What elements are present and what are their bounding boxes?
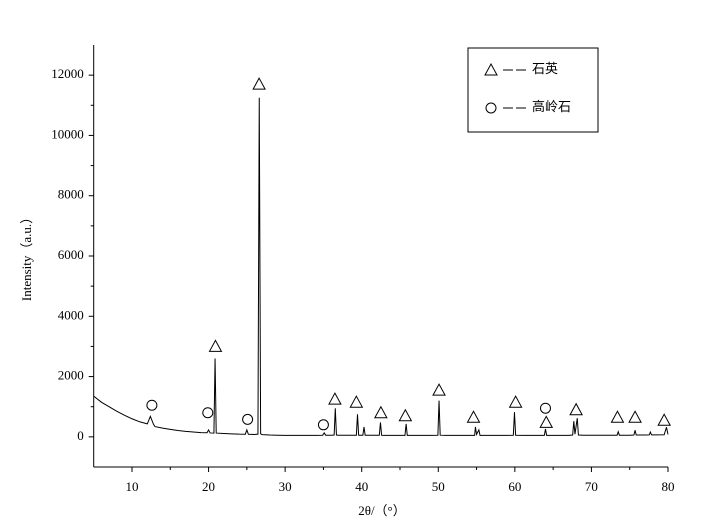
y-tick-label: 2000 [58,368,84,383]
legend-label: 高岭石 [532,99,571,114]
y-tick-label: 12000 [51,66,84,81]
phase-marker [317,419,329,431]
data-line [93,97,669,437]
phase-marker [252,77,266,90]
phase-marker [466,410,481,423]
x-tick-label: 20 [202,479,215,494]
x-tick-label: 40 [355,479,368,494]
phase-marker [146,399,158,411]
phase-marker [208,339,223,352]
phase-marker [374,405,388,419]
phase-marker [202,407,214,419]
y-tick-label: 6000 [58,247,84,262]
y-axis-label: Intensity（a.u.） [19,211,34,301]
phase-marker [349,395,364,408]
x-tick-label: 70 [585,479,598,494]
y-tick-label: 8000 [58,187,84,202]
y-tick-label: 4000 [58,307,84,322]
phase-marker [539,402,551,414]
y-tick-label: 0 [77,428,84,443]
phase-marker [508,395,523,408]
x-tick-label: 80 [662,479,675,494]
legend-box [467,47,599,133]
legend-symbol [485,102,497,114]
x-tick-label: 60 [508,479,521,494]
legend-symbol [484,62,498,76]
x-tick-label: 30 [279,479,292,494]
x-axis-label: 2θ/（°） [358,503,406,518]
phase-marker [657,413,672,426]
phase-marker [539,415,554,428]
phase-marker [242,413,254,425]
phase-marker [398,408,413,422]
phase-marker [328,392,342,405]
legend-label: 石英 [532,61,558,76]
phase-marker [610,410,625,423]
x-tick-label: 10 [125,479,138,494]
phase-marker [569,402,583,416]
y-tick-label: 10000 [51,126,84,141]
x-tick-label: 50 [432,479,445,494]
phase-marker [628,410,642,423]
phase-marker [432,383,446,396]
